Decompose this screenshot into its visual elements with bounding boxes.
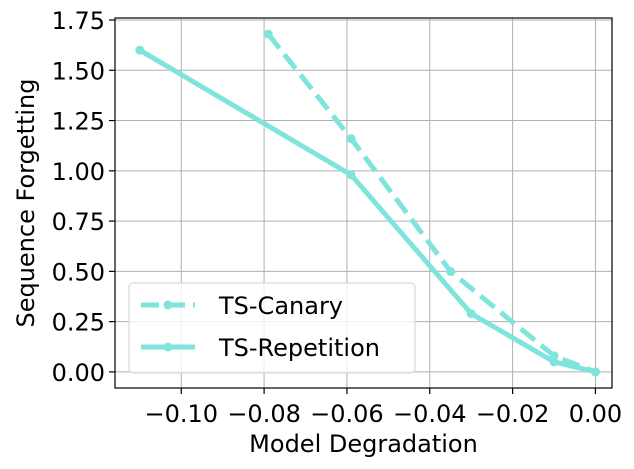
x-tick-label: −0.04 bbox=[393, 400, 467, 428]
data-point-ts-repetition bbox=[466, 309, 476, 319]
grid bbox=[115, 18, 612, 388]
legend-label-ts-repetition: TS-Repetition bbox=[218, 334, 380, 362]
x-tick-label: −0.10 bbox=[144, 400, 218, 428]
y-tick-label: 0.00 bbox=[52, 359, 105, 387]
y-tick-label: 1.50 bbox=[52, 57, 105, 85]
data-point-ts-canary bbox=[445, 266, 455, 276]
y-axis-label: Sequence Forgetting bbox=[12, 78, 40, 327]
x-tick-label: −0.08 bbox=[227, 400, 301, 428]
data-point-ts-repetition bbox=[346, 170, 356, 180]
series-layer bbox=[135, 29, 600, 377]
y-tick-label: 1.25 bbox=[52, 108, 105, 136]
legend-marker-ts-canary bbox=[163, 300, 173, 310]
data-point-ts-canary bbox=[346, 134, 356, 144]
data-point-ts-canary bbox=[263, 29, 273, 39]
x-tick-label: −0.02 bbox=[476, 400, 550, 428]
plot-frame bbox=[114, 17, 613, 389]
y-tick-label: 0.25 bbox=[52, 309, 105, 337]
y-tick-label: 1.75 bbox=[52, 7, 105, 35]
ticks: −0.10 −0.08 −0.06 −0.04 −0.02 0.00 0.00 0.25 0.5… bbox=[52, 7, 623, 428]
y-tick-label: 0.50 bbox=[52, 258, 105, 286]
legend-marker-ts-repetition bbox=[163, 342, 173, 352]
x-axis-label: Model Degradation bbox=[249, 430, 478, 458]
legend-label-ts-canary: TS-Canary bbox=[218, 292, 343, 320]
data-point-ts-repetition bbox=[135, 45, 145, 55]
y-tick-label: 1.00 bbox=[52, 158, 105, 186]
x-tick-label: 0.00 bbox=[569, 400, 622, 428]
data-point-ts-repetition bbox=[549, 357, 559, 367]
legend: TS-Canary TS-Repetition bbox=[128, 282, 416, 374]
data-point-ts-repetition bbox=[590, 367, 600, 377]
series-ts-repetition bbox=[135, 45, 600, 377]
legend-box bbox=[128, 282, 416, 374]
y-tick-label: 0.75 bbox=[52, 208, 105, 236]
x-tick-label: −0.06 bbox=[310, 400, 384, 428]
